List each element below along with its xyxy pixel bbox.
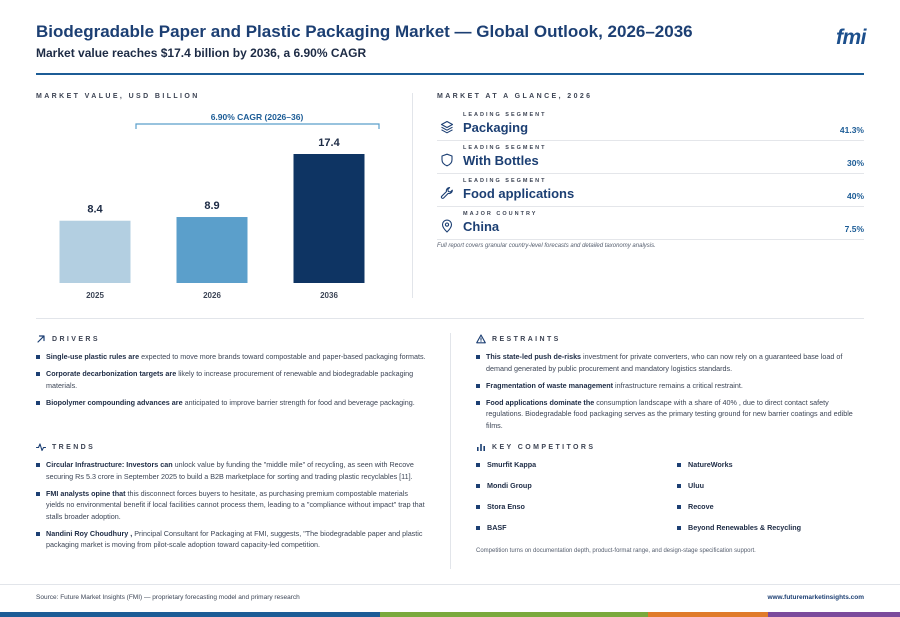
footer-color-strip (0, 612, 900, 617)
competitors-heading: KEY COMPETITORS (476, 442, 595, 452)
trends-label: TRENDS (52, 443, 96, 451)
competitor-name: Smurfit Kappa (476, 460, 536, 469)
bar-2026 (176, 217, 248, 283)
map-pin-icon (441, 219, 453, 233)
drivers-list: Single-use plastic rules are expected to… (36, 351, 428, 414)
glance-share: 41.3% (839, 125, 864, 135)
restraint-item: This state-led push de-risks investment … (476, 351, 864, 374)
bottom-divider (450, 333, 451, 569)
glance-share: 7.5% (844, 224, 864, 234)
color-strip-segment (0, 612, 380, 617)
color-strip-segment (648, 612, 768, 617)
driver-item: Single-use plastic rules are expected to… (36, 351, 428, 363)
driver-item: Corporate decarbonization targets are li… (36, 368, 428, 391)
competitor-name: BASF (476, 523, 507, 532)
competitor-name: Mondi Group (476, 481, 532, 490)
header-rule (36, 73, 864, 75)
restraints-list: This state-led push de-risks investment … (476, 351, 864, 437)
restraint-item: Food applications dominate the consumpti… (476, 397, 864, 432)
market-value-chart: 6.90% CAGR (2026–36) 8.4 2025 8.9 2026 17.4 2… (59, 112, 380, 300)
restraints-heading: RESTRAINTS (476, 334, 561, 344)
glance-value: Food applications (463, 186, 575, 201)
warning-icon (476, 334, 486, 344)
market-value-label: MARKET VALUE, USD BILLION (36, 93, 200, 100)
cagr-annotation: 6.90% CAGR (2026–36) (211, 112, 304, 122)
trends-heading: TRENDS (36, 442, 95, 452)
report-subtitle: Market value reaches $17.4 billion by 20… (36, 46, 367, 60)
middle-rule (36, 318, 864, 319)
glance-share: 30% (846, 158, 864, 168)
glance-kicker: LEADING SEGMENT (463, 178, 547, 184)
bar-value-label: 17.4 (318, 137, 340, 149)
glance-footnote: Full report covers granular country-leve… (437, 243, 656, 249)
glance-kicker: LEADING SEGMENT (463, 145, 547, 151)
glance-row-china: MAJOR COUNTRY China 7.5% (437, 207, 864, 240)
wrench-icon (440, 187, 453, 199)
glance-value: Packaging (463, 120, 529, 135)
arrow-up-right-icon (37, 335, 45, 343)
trends-list: Circular Infrastructure: Investors can u… (36, 459, 426, 556)
footer-source: Source: Future Market Insights (FMI) — p… (36, 594, 300, 601)
trend-item: Circular Infrastructure: Investors can u… (36, 459, 426, 482)
glance-row-with-bottles: LEADING SEGMENT With Bottles 30% (437, 141, 864, 174)
bar-chart-icon (477, 444, 485, 451)
footer-rule (0, 584, 900, 585)
bar-value-label: 8.4 (87, 204, 103, 216)
footer-website-link[interactable]: www.futuremarketinsights.com (767, 594, 864, 601)
glance-value: With Bottles (463, 153, 539, 168)
cagr-bracket (135, 123, 380, 129)
pulse-icon (36, 443, 46, 452)
glance-row-packaging: LEADING SEGMENT Packaging 41.3% (437, 108, 864, 141)
shield-icon (441, 153, 453, 167)
competitors-label: KEY COMPETITORS (492, 443, 596, 451)
x-tick-label: 2026 (203, 291, 221, 300)
color-strip-segment (380, 612, 648, 617)
glance-kicker: LEADING SEGMENT (463, 112, 547, 118)
glance-share: 40% (846, 191, 864, 201)
bar-value-label: 8.9 (204, 200, 219, 212)
competitors-note: Competition turns on documentation depth… (476, 548, 756, 554)
restraint-item: Fragmentation of waste management infras… (476, 380, 864, 392)
trend-item: Nandini Roy Choudhury , Principal Consul… (36, 528, 426, 551)
bar-2036 (293, 154, 365, 283)
competitor-name: Recove (677, 502, 714, 511)
competitor-name: Uluu (677, 481, 704, 490)
competitor-name: NatureWorks (677, 460, 733, 469)
driver-item: Biopolymer compounding advances are anti… (36, 397, 428, 409)
top-divider (412, 93, 413, 298)
restraints-label: RESTRAINTS (492, 335, 561, 343)
glance-row-food-applications: LEADING SEGMENT Food applications 40% (437, 174, 864, 207)
glance-label: MARKET AT A GLANCE, 2026 (437, 93, 593, 100)
competitor-name: Stora Enso (476, 502, 525, 511)
report-title: Biodegradable Paper and Plastic Packagin… (36, 22, 693, 41)
bar-2025 (59, 220, 131, 283)
drivers-label: DRIVERS (52, 335, 100, 343)
trend-item: FMI analysts opine that this disconnect … (36, 488, 426, 523)
x-tick-label: 2036 (320, 291, 338, 300)
x-tick-label: 2025 (86, 291, 104, 300)
layers-icon (440, 120, 454, 134)
competitor-name: Beyond Renewables & Recycling (677, 523, 801, 532)
drivers-heading: DRIVERS (36, 334, 100, 344)
glance-kicker: MAJOR COUNTRY (463, 211, 538, 217)
fmi-logo: fmi (836, 26, 867, 49)
glance-value: China (463, 219, 500, 234)
color-strip-segment (768, 612, 900, 617)
